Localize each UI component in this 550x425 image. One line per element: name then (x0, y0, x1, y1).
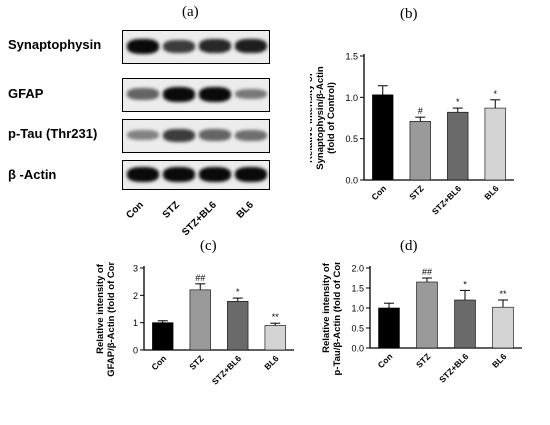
blot-band (163, 166, 195, 182)
blot-strip-gfap (122, 78, 270, 112)
blot-band (199, 166, 231, 182)
blot-band (235, 38, 267, 54)
blot-band (127, 166, 159, 182)
blot-band (199, 39, 231, 53)
y-axis-label-line: p-Tau/β-Actin (fold of Control) (332, 262, 343, 375)
blot-label-gfap: GFAP (8, 86, 44, 101)
y-axis-label-line: Relative intensity of (310, 72, 315, 163)
bar (189, 289, 211, 351)
blot-strip-synaptophysin (122, 30, 270, 64)
y-tick-label: 0 (133, 346, 138, 356)
blot-band (163, 39, 195, 53)
blot-band (199, 86, 231, 102)
blot-band (199, 129, 231, 141)
significance-mark: ## (422, 267, 432, 277)
y-axis-label: Relative intensity ofGFAP/β-Actin (fold … (95, 262, 117, 377)
y-tick-label: 2 (133, 291, 138, 301)
blot-band (235, 166, 267, 182)
significance-mark: ** (272, 312, 280, 322)
blot-band (235, 129, 267, 141)
significance-mark: # (418, 106, 423, 116)
y-tick-label: 0.0 (351, 344, 364, 354)
x-tick-label: STZ+BL6 (430, 183, 463, 216)
bar (454, 299, 476, 349)
significance-mark: * (493, 89, 497, 99)
x-tick-label: Con (149, 353, 168, 372)
chart-c: 0 1 2 3 Relative intensity ofGFAP/β-Actin (f… (95, 262, 294, 387)
blot-band (163, 86, 195, 102)
x-tick-label: Con (376, 351, 395, 370)
blot-label-actin: β -Actin (8, 167, 57, 182)
y-axis-label-line: (fold of Control) (326, 82, 337, 154)
y-tick-label: 1.5 (351, 284, 364, 294)
y-tick-label: 0.5 (345, 134, 358, 144)
bar (378, 307, 400, 349)
significance-mark: * (456, 97, 460, 107)
blot-band (127, 38, 159, 54)
y-tick-label: 1.0 (351, 304, 364, 314)
blot-strip-ptau (122, 119, 270, 153)
x-tick-label: STZ+BL6 (437, 351, 470, 384)
bar (447, 111, 469, 181)
y-axis-label-line: Synaptophysin/β-Actin (315, 66, 326, 170)
bar (409, 121, 431, 181)
blot-label-synaptophysin: Synaptophysin (8, 37, 102, 52)
bar (484, 107, 506, 181)
x-tick-label: Con (369, 183, 388, 202)
significance-mark: * (236, 287, 240, 297)
bar (416, 281, 438, 349)
chart-b: 0.0 0.5 1.0 1.5 Relative intensity ofSynapto… (310, 52, 514, 217)
x-tick-label: BL6 (262, 353, 281, 372)
y-tick-label: 1.0 (345, 93, 358, 103)
y-tick-label: 3 (133, 264, 138, 274)
blot-label-ptau: p-Tau (Thr231) (8, 126, 98, 141)
significance-mark: ## (195, 273, 205, 283)
blot-strip-actin (122, 160, 270, 190)
bar (152, 322, 174, 351)
x-tick-label: STZ (407, 183, 425, 201)
x-tick-label: BL6 (490, 351, 509, 370)
y-tick-label: 1 (133, 318, 138, 328)
x-tick-label: STZ (414, 351, 432, 369)
blot-band (127, 129, 159, 141)
blot-band (163, 128, 195, 142)
y-tick-label: 1.5 (345, 52, 358, 62)
panel-label-a: (a) (182, 4, 199, 20)
chart-d: 0.0 0.5 1.0 1.5 2.0 Relative intensity ofp-Ta… (322, 262, 522, 385)
y-axis-label: Relative intensity ofSynaptophysin/β-Act… (310, 66, 337, 170)
y-tick-label: 2.0 (351, 264, 364, 274)
blot-band (235, 88, 267, 100)
bar (372, 94, 394, 181)
x-tick-label: STZ+BL6 (210, 353, 243, 386)
y-axis-label-line: Relative intensity of (322, 262, 332, 353)
y-axis-label: Relative intensity ofp-Tau/β-Actin (fold… (322, 262, 343, 375)
x-tick-label: STZ (187, 353, 205, 371)
y-tick-label: 0.5 (351, 324, 364, 334)
significance-mark: ** (499, 289, 507, 299)
panel-label-d: (d) (400, 238, 418, 254)
y-axis-label-line: GFAP/β-Actin (fold of Control) (106, 262, 117, 377)
panel-label-c: (c) (200, 238, 217, 254)
panel-label-b: (b) (400, 6, 418, 22)
bar (264, 325, 286, 351)
blot-band (127, 88, 159, 100)
bar (492, 306, 514, 349)
y-axis-label-line: Relative intensity of (95, 263, 106, 354)
significance-mark: * (463, 279, 467, 289)
bar (227, 301, 249, 351)
y-tick-label: 0.0 (345, 176, 358, 186)
x-tick-label: BL6 (482, 183, 501, 202)
